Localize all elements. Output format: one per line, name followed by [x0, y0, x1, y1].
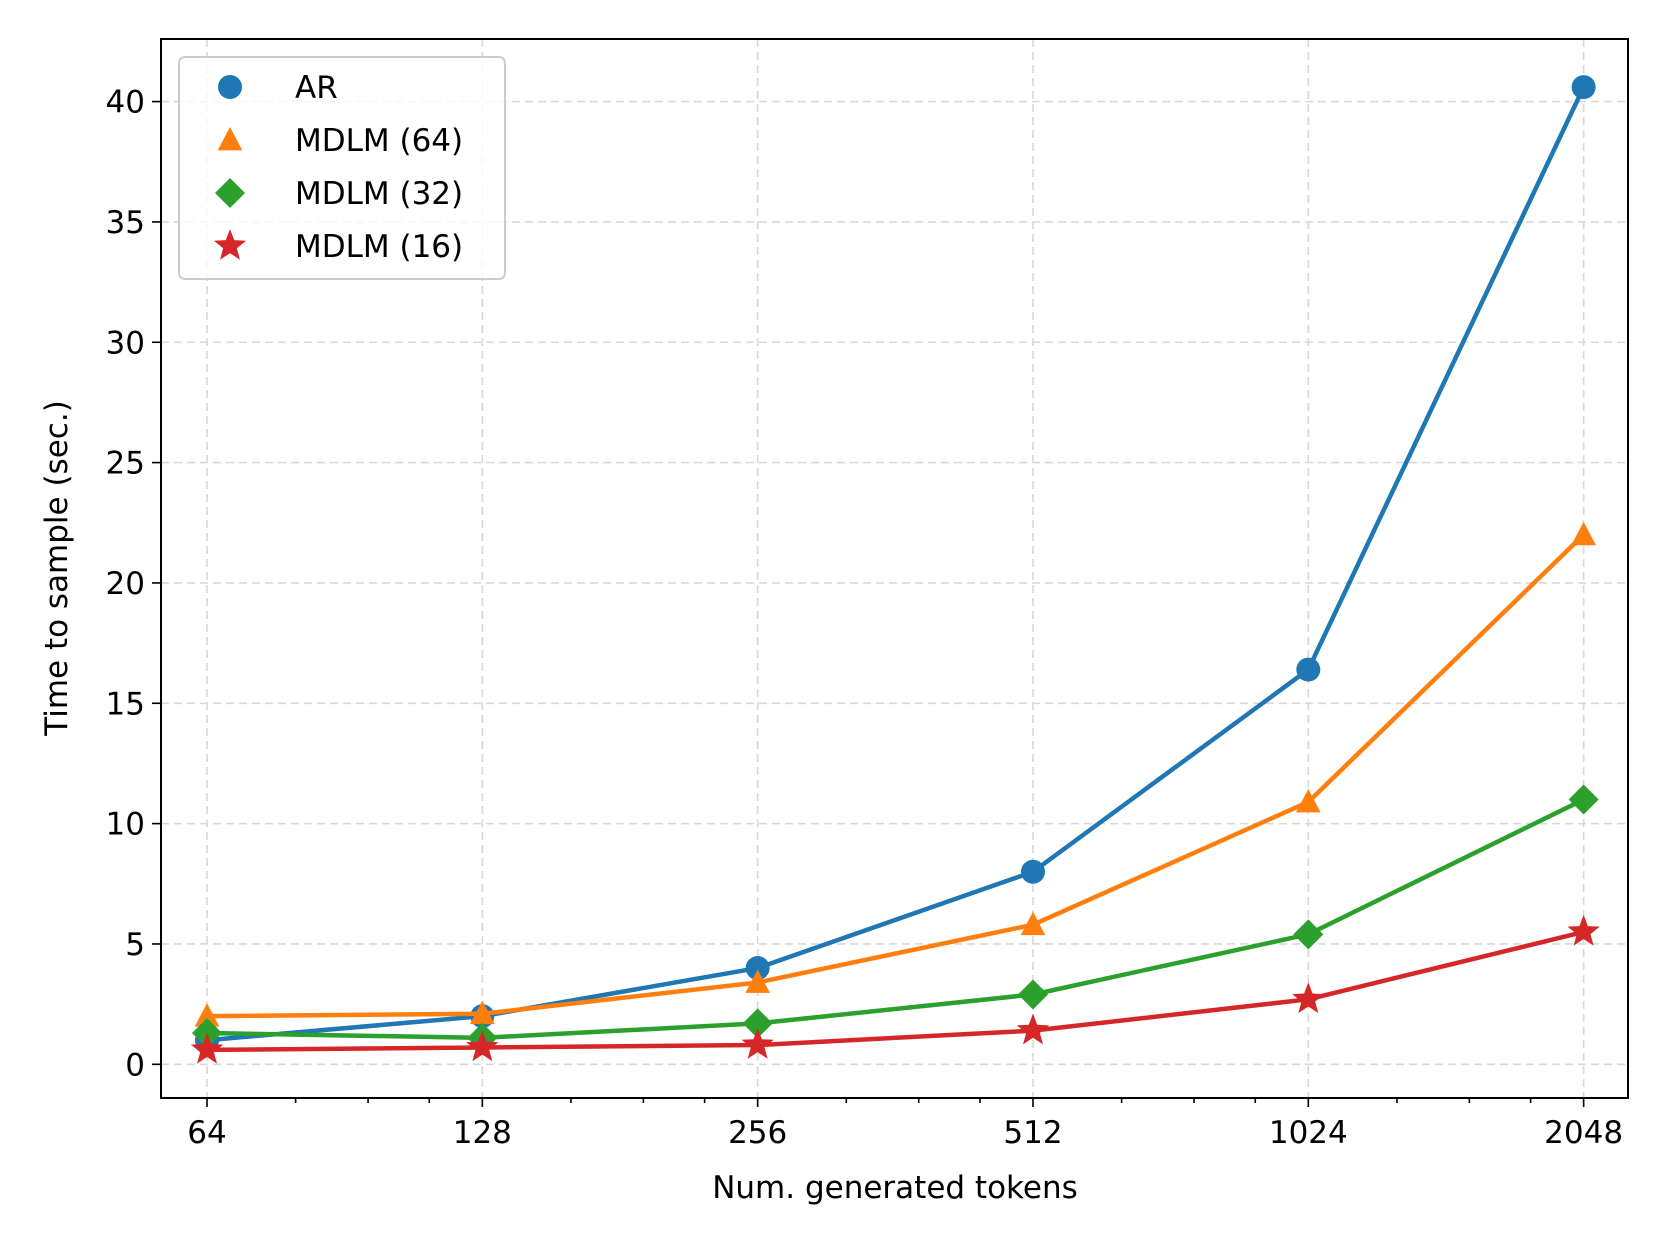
legend: AR MDLM (64) MDLM (32) MDLM (16) — [178, 56, 506, 280]
series-line-ar — [204, 84, 1586, 1043]
x-tick-label: 1024 — [1269, 1115, 1348, 1151]
legend-label-mdlm-64: MDLM (64) — [295, 123, 463, 159]
data-point-ar — [1571, 75, 1596, 100]
data-point-mdlm-16 — [1567, 914, 1600, 946]
data-point-mdlm-16 — [466, 1030, 499, 1062]
data-point-mdlm-64 — [469, 1000, 495, 1025]
data-point-mdlm-64 — [1020, 911, 1046, 936]
data-point-mdlm-32 — [1017, 979, 1048, 1010]
legend-label-mdlm-32: MDLM (32) — [295, 176, 463, 212]
data-point-ar — [745, 956, 770, 981]
data-point-mdlm-32 — [1568, 784, 1599, 815]
axis-ticks: 64 128 256 512 1024 2048 0 5 10 15 20 25 30 35 40 — [106, 85, 1624, 1151]
x-tick-label: 2048 — [1544, 1115, 1623, 1151]
y-tick-label: 30 — [106, 325, 145, 361]
y-tick-label: 5 — [125, 927, 145, 963]
y-tick-label: 20 — [106, 566, 145, 602]
data-point-mdlm-16 — [190, 1032, 224, 1064]
series-mdlm-16 — [190, 914, 1600, 1064]
x-tick-label: 128 — [453, 1115, 512, 1151]
legend-label-ar: AR — [295, 70, 338, 106]
data-point-mdlm-16 — [1016, 1013, 1050, 1045]
data-point-ar — [1020, 859, 1045, 884]
legend-box — [178, 56, 506, 280]
legend-marker-mdlm-64 — [217, 127, 243, 151]
y-tick-label: 25 — [106, 446, 145, 482]
legend-marker-mdlm-32 — [215, 178, 245, 208]
series-mdlm-64 — [194, 521, 1596, 1027]
data-point-mdlm-32 — [742, 1008, 773, 1039]
data-point-mdlm-64 — [194, 1003, 220, 1027]
y-axis-label: Time to sample (sec.) — [39, 400, 75, 737]
series-layer — [190, 75, 1600, 1064]
data-point-mdlm-64 — [1295, 788, 1321, 813]
y-tick-label: 0 — [125, 1047, 145, 1083]
data-point-mdlm-16 — [1292, 982, 1325, 1014]
series-line-mdlm-16 — [204, 929, 1586, 1053]
data-point-mdlm-64 — [745, 969, 771, 993]
y-tick-label: 10 — [106, 807, 145, 843]
x-tick-label: 512 — [1003, 1115, 1062, 1151]
legend-marker-ar — [218, 75, 242, 99]
data-point-mdlm-16 — [741, 1028, 774, 1059]
y-tick-label: 40 — [106, 85, 145, 121]
data-point-mdlm-32 — [1293, 919, 1324, 950]
x-tick-label: 64 — [187, 1115, 226, 1151]
y-tick-label: 15 — [106, 686, 145, 722]
plot-frame — [160, 38, 1629, 1099]
x-tick-label: 256 — [728, 1115, 787, 1151]
series-line-mdlm-64 — [204, 532, 1586, 1019]
data-point-mdlm-64 — [1571, 521, 1596, 546]
series-line-mdlm-32 — [204, 797, 1586, 1041]
data-point-ar — [1296, 657, 1321, 682]
y-tick-label: 35 — [106, 205, 145, 241]
legend-label-mdlm-16: MDLM (16) — [295, 229, 463, 265]
x-axis-label: Num. generated tokens — [712, 1170, 1078, 1206]
legend-marker-mdlm-16 — [213, 229, 247, 260]
